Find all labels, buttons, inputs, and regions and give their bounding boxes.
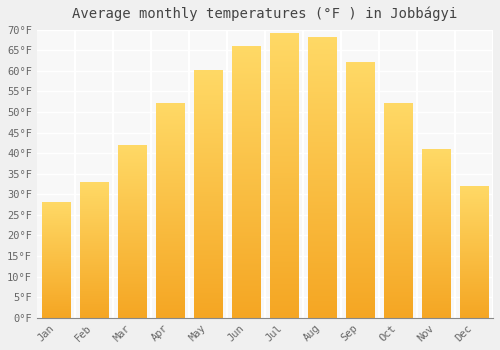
Title: Average monthly temperatures (°F ) in Jobbágyi: Average monthly temperatures (°F ) in Jo… <box>72 7 458 21</box>
